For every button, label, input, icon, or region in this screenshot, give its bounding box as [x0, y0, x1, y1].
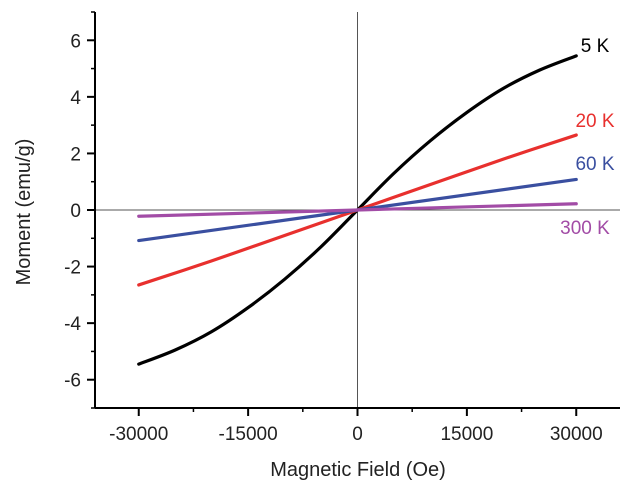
y-axis-title: Moment (emu/g) [13, 139, 35, 286]
axis-ticks [87, 11, 578, 416]
axis-tick-labels: -30000 -15000 0 15000 30000 -6 -4 -2 0 2 4 6 [64, 31, 603, 445]
y-tick-label: -4 [64, 314, 81, 335]
series-label-5k: 5 K [581, 36, 610, 57]
x-tick-label: -30000 [109, 424, 168, 445]
series-label-300k: 300 K [560, 218, 610, 239]
y-tick-label: 2 [70, 144, 81, 165]
y-tick-label: 0 [70, 201, 81, 222]
y-tick-label: -6 [64, 371, 81, 392]
series-group [137, 54, 578, 366]
x-tick-label: 30000 [550, 424, 603, 445]
y-tick-label: 4 [70, 88, 81, 109]
x-tick-label: 15000 [440, 424, 493, 445]
series-label-60k: 60 K [575, 154, 614, 175]
series-labels: 5 K 20 K 60 K 300 K [560, 36, 615, 239]
x-axis-title: Magnetic Field (Oe) [270, 459, 446, 481]
y-tick-label: -2 [64, 258, 81, 279]
x-tick-label: -15000 [219, 424, 278, 445]
series-label-20k: 20 K [575, 111, 614, 132]
y-tick-label: 6 [70, 31, 81, 52]
series-line-300k [137, 202, 578, 218]
x-tick-label: 0 [352, 424, 363, 445]
